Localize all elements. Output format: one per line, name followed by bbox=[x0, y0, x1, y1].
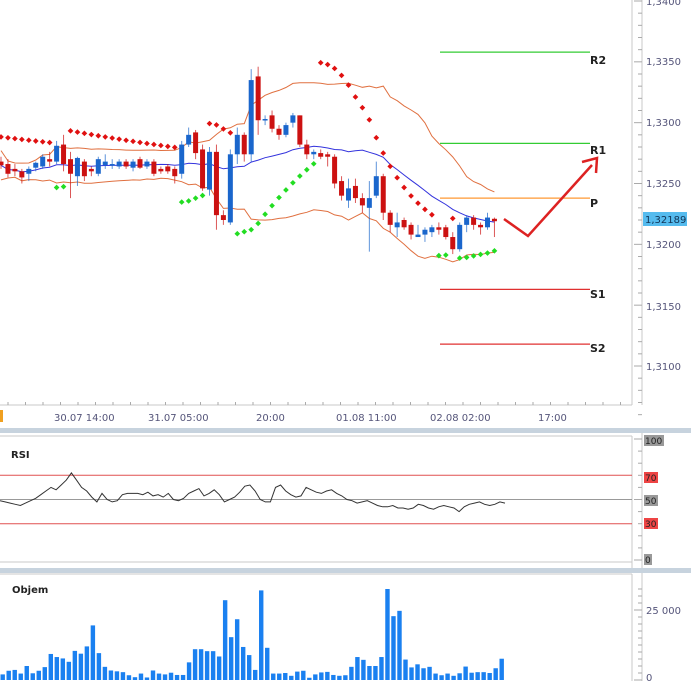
time-label-4: 01.08 11:00 bbox=[336, 413, 397, 424]
current-price-text: 1,32189 bbox=[645, 215, 686, 226]
rsi-badge-30 bbox=[644, 518, 658, 529]
volume-title: Objem bbox=[12, 585, 48, 596]
time-label-3: 20:00 bbox=[256, 413, 285, 424]
rsi-label-100: 100 bbox=[645, 437, 662, 447]
price-label-4: 1,3250 bbox=[646, 179, 681, 190]
panel-splitter-2[interactable] bbox=[0, 568, 691, 573]
pivot-label-p: P bbox=[590, 197, 598, 210]
pivot-label-r2: R2 bbox=[590, 54, 606, 67]
rsi-axis-ticks bbox=[634, 438, 642, 561]
rsi-label-30: 30 bbox=[645, 520, 657, 530]
rsi-line bbox=[0, 472, 506, 513]
rsi-title: RSI bbox=[11, 450, 30, 461]
forecast-arrow bbox=[503, 156, 599, 238]
price-label-3: 1,3300 bbox=[646, 118, 681, 129]
rsi-badge-100 bbox=[644, 435, 664, 446]
price-label-7: 1,3100 bbox=[646, 362, 681, 373]
time-label-6: 17:00 bbox=[538, 413, 567, 424]
volume-label-25000: 25 000 bbox=[646, 606, 681, 617]
price-label-1: 1,3400 bbox=[646, 0, 681, 8]
volume-axis-ticks bbox=[634, 588, 642, 681]
scroll-marker[interactable] bbox=[0, 410, 3, 422]
rsi-badge-0 bbox=[644, 554, 652, 565]
rsi-badge-70 bbox=[644, 472, 658, 483]
volume-chart[interactable]: Objem 25 000 0 bbox=[0, 573, 691, 681]
panel-splitter[interactable] bbox=[0, 428, 691, 433]
price-label-5: 1,3200 bbox=[646, 240, 681, 251]
price-chart-panel[interactable]: 1,3400 1,3350 1,3300 1,3250 1,3200 1,315… bbox=[0, 0, 691, 428]
pivot-label-s1: S1 bbox=[590, 288, 606, 301]
rsi-badge-50 bbox=[644, 495, 658, 506]
volume-label-0: 0 bbox=[646, 673, 652, 681]
time-label-2: 31.07 05:00 bbox=[148, 413, 209, 424]
pivot-label-r1: R1 bbox=[590, 144, 606, 157]
current-price-badge bbox=[643, 212, 687, 226]
rsi-panel[interactable]: RSI 100 70 50 30 0 bbox=[0, 433, 691, 568]
price-axis-ticks bbox=[634, 0, 642, 416]
rsi-chart[interactable]: RSI 100 70 50 30 0 bbox=[0, 433, 691, 568]
volume-panel[interactable]: Objem 25 000 0 bbox=[0, 573, 691, 681]
volume-bars bbox=[0, 589, 504, 680]
rsi-levels bbox=[0, 474, 632, 525]
rsi-label-70: 70 bbox=[645, 474, 657, 484]
time-label-1: 30.07 14:00 bbox=[54, 413, 115, 424]
price-label-6: 1,3150 bbox=[646, 302, 681, 313]
candlesticks bbox=[0, 66, 497, 255]
price-chart[interactable]: 1,3400 1,3350 1,3300 1,3250 1,3200 1,315… bbox=[0, 0, 691, 428]
rsi-label-50: 50 bbox=[645, 497, 657, 507]
time-axis-ticks bbox=[7, 402, 621, 405]
price-label-2: 1,3350 bbox=[646, 57, 681, 68]
pivot-lines bbox=[440, 51, 590, 345]
pivot-label-s2: S2 bbox=[590, 342, 606, 355]
rsi-label-0: 0 bbox=[645, 556, 651, 566]
time-label-5: 02.08 02:00 bbox=[430, 413, 491, 424]
